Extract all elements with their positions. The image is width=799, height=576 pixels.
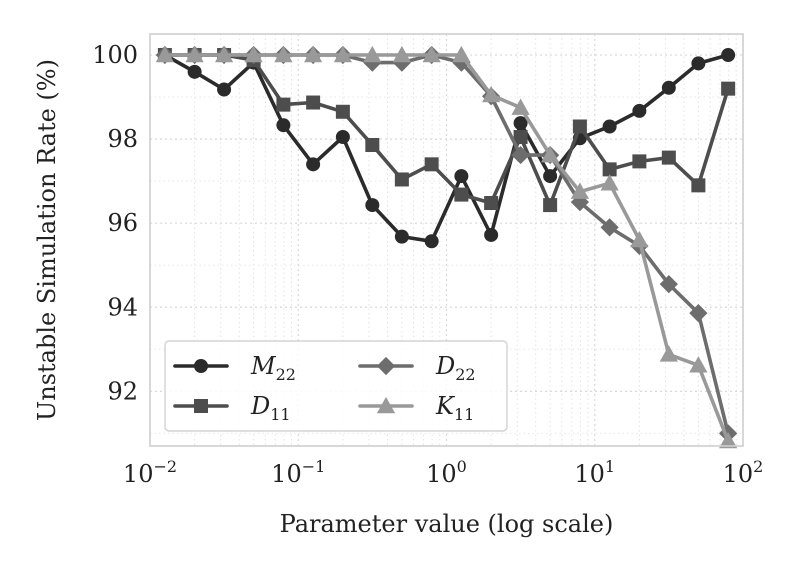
legend-item: M22 [173,352,296,384]
data-point [187,64,202,79]
data-point [335,104,350,119]
data-point [365,137,380,152]
data-point [306,157,321,172]
data-point [689,356,708,373]
legend-label: K11 [435,392,474,424]
x-axis-label: Parameter value (log scale) [280,510,614,538]
data-point [394,229,409,244]
data-point [394,172,409,187]
data-point [274,45,293,63]
y-tick-label: 92 [107,377,138,405]
data-point [630,230,649,248]
data-point [452,45,471,63]
data-point [661,150,676,165]
x-tick-label: 10−1 [271,457,325,488]
data-point [513,130,528,144]
data-point [454,169,469,184]
x-tick-label: 101 [574,457,615,488]
series-circle [157,48,736,249]
data-point [424,157,439,172]
tick-labels: 10−2 10−1 100 101 102 92 94 96 98 100 [92,41,763,488]
legend-item: D22 [358,352,476,384]
data-point [484,227,499,242]
data-point [214,45,234,63]
legend-box [164,340,508,432]
legend-marker [376,356,396,376]
data-point [600,174,619,191]
data-point [632,154,647,169]
data-point [511,145,530,165]
y-tick-label: 96 [107,209,138,237]
data-point [691,178,706,193]
data-point [721,48,736,63]
data-point [333,45,352,63]
data-point [424,234,439,249]
data-point [511,98,530,115]
legend-label: D22 [435,352,476,384]
legend-label: D11 [250,392,291,424]
data-point [304,45,323,63]
series-triangle [155,45,738,449]
y-axis-label: Unstable Simulation Rate (%) [33,59,61,421]
data-point [721,81,736,96]
legend-marker [194,399,208,413]
y-tick-label: 94 [107,293,138,321]
data-point [543,169,558,184]
data-point [244,45,263,63]
data-point [454,187,469,202]
data-point [484,196,499,211]
data-point [543,198,558,213]
data-point [392,45,411,63]
data-point [691,56,706,71]
series-layer [155,45,738,449]
data-point [482,85,501,103]
data-point [422,45,441,63]
y-tick-label: 98 [107,125,138,153]
data-point [155,45,174,63]
data-point [541,145,560,163]
x-tick-label: 10−2 [123,457,177,488]
data-point [513,116,528,131]
data-point [602,119,617,134]
data-point [185,45,204,63]
data-point [363,45,382,63]
data-point [276,118,291,133]
legend-item: D11 [173,392,291,424]
data-point [602,162,617,177]
data-point [659,275,678,294]
data-point [600,218,619,237]
legend-marker [376,396,396,414]
data-point [661,80,676,95]
legend: M22 D11 D22 K11 [164,340,508,432]
data-point [365,198,380,213]
data-point [276,97,291,112]
data-point [335,130,350,144]
data-point [632,103,647,118]
x-tick-label: 100 [426,457,467,488]
x-tick-label: 102 [723,457,764,488]
legend-item: K11 [358,392,474,424]
data-point [306,95,321,110]
legend-marker [194,359,208,373]
data-point [217,82,232,97]
data-point [572,119,587,134]
data-point [719,431,738,449]
legend-label: M22 [250,352,296,384]
data-point [570,182,589,199]
plot-frame [149,33,744,447]
data-point [659,345,678,362]
y-tick-label: 100 [92,41,138,69]
data-point [689,304,708,323]
